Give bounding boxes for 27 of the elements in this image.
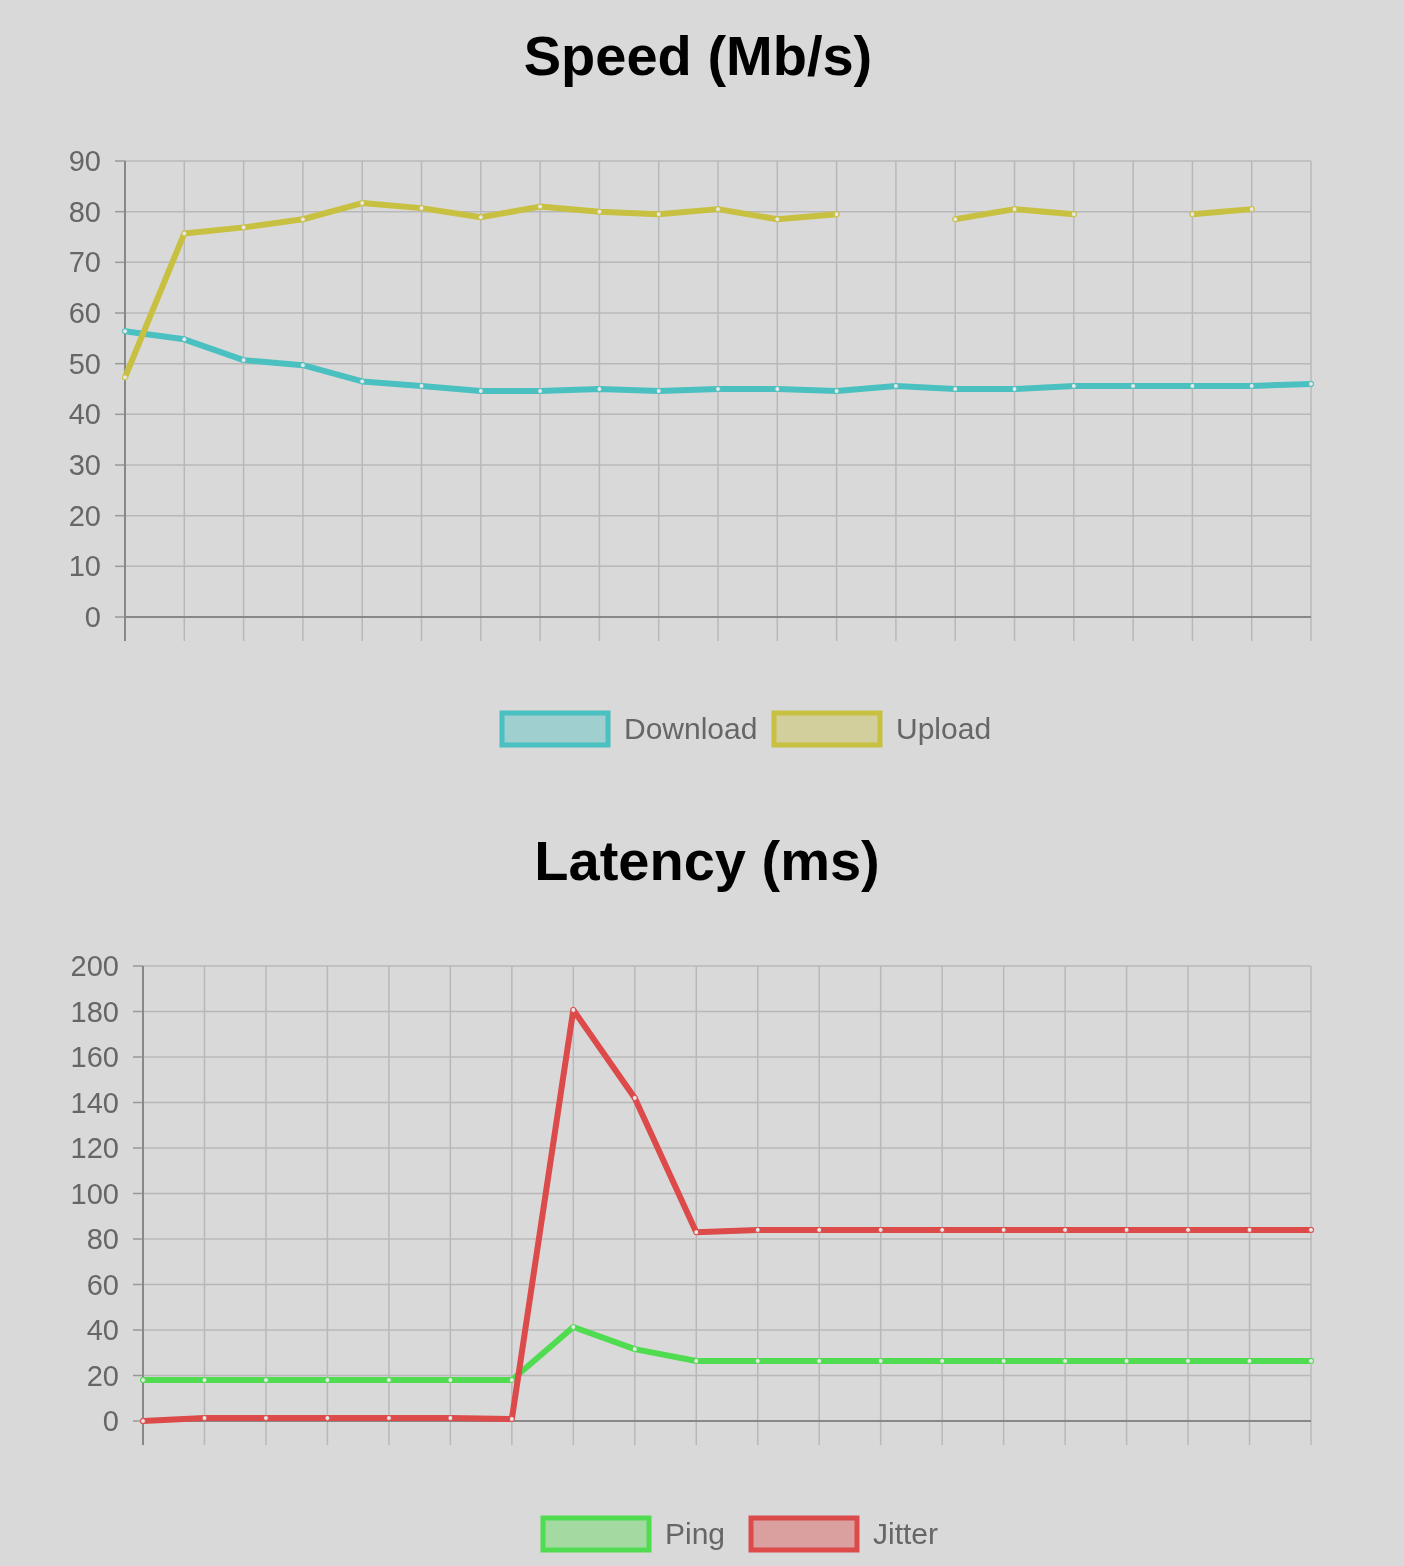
y-tick-label: 50: [68, 347, 101, 380]
y-tick-label: 60: [86, 1268, 119, 1301]
y-tick-label: 20: [86, 1359, 119, 1392]
y-tick-label: 10: [68, 550, 101, 583]
y-tick-label: 200: [70, 950, 119, 982]
legend-label: Ping: [665, 1517, 726, 1550]
y-tick-label: 90: [68, 145, 101, 177]
y-tick-label: 140: [70, 1086, 119, 1119]
chart-title: Speed (Mb/s): [523, 24, 873, 87]
y-tick-label: 180: [70, 995, 119, 1028]
y-tick-label: 160: [70, 1041, 119, 1073]
legend-label: Upload: [896, 712, 992, 745]
y-tick-label: 70: [68, 246, 101, 279]
chart-title: Latency (ms): [534, 829, 880, 892]
legend-label: Download: [624, 712, 758, 745]
y-tick-label: 100: [70, 1177, 119, 1210]
y-tick-label: 20: [68, 499, 101, 532]
y-tick-label: 30: [68, 449, 101, 481]
y-tick-label: 40: [68, 398, 101, 431]
legend-label: Jitter: [873, 1517, 939, 1550]
y-tick-label: 120: [70, 1132, 119, 1164]
y-tick-label: 80: [68, 195, 101, 228]
y-tick-label: 80: [86, 1223, 119, 1255]
y-tick-label: 0: [84, 601, 101, 633]
y-tick-label: 40: [86, 1314, 119, 1346]
y-tick-label: 0: [102, 1405, 119, 1437]
y-tick-label: 60: [68, 297, 101, 329]
